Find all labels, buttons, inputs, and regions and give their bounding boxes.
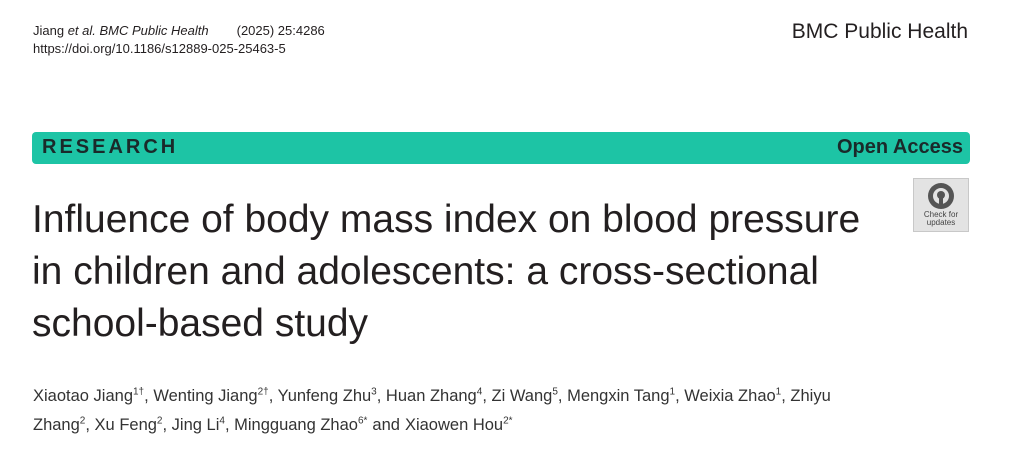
author: Xu Feng2 <box>95 416 163 434</box>
author: Xiaotao Jiang1† <box>33 387 144 405</box>
citation-line: Jiang et al. BMC Public Health (2025) 25:… <box>33 22 325 40</box>
author-name: Xiaotao Jiang <box>33 387 133 405</box>
doi: https://doi.org/10.1186/s12889-025-25463… <box>33 41 286 56</box>
author-separator: , <box>268 387 274 405</box>
badge-icon <box>928 183 954 209</box>
author-separator: , <box>376 387 382 405</box>
author-name: Jing Li <box>171 416 220 434</box>
author-separator: , <box>781 387 786 405</box>
author-affiliation: 1 <box>669 386 676 398</box>
author-name: Mengxin Tang <box>567 387 670 405</box>
author: Weixia Zhao1 <box>684 387 781 405</box>
author-affiliation: 4 <box>219 415 225 427</box>
author-affiliation: 5 <box>552 386 558 398</box>
author: Wenting Jiang2† <box>153 387 268 405</box>
author: Mingguang Zhao6* <box>234 416 367 434</box>
author-name: Zi Wang <box>491 387 553 405</box>
author-separator: , <box>162 416 168 434</box>
author: Jing Li4 <box>172 416 225 434</box>
author: Zhiyu Zhang2 <box>33 387 831 434</box>
author-separator: , <box>85 416 90 434</box>
author: Xiaowen Hou2* <box>405 416 513 434</box>
author-affiliation: 2* <box>503 415 513 427</box>
banner: RESEARCH Open Access <box>32 132 970 164</box>
author-name: Zhiyu Zhang <box>33 387 831 434</box>
author: Huan Zhang4 <box>386 387 482 405</box>
badge-text: updates <box>926 218 956 227</box>
author-separator: , <box>482 387 487 405</box>
citation: Jiang et al. BMC Public Health (2025) 25:… <box>33 22 325 58</box>
author: Zi Wang5 <box>492 387 558 405</box>
author-affiliation: 2† <box>257 386 269 398</box>
open-access: Open Access <box>837 136 963 158</box>
article-title: Influence of body mass index on blood pr… <box>32 198 861 345</box>
author-separator: , <box>224 416 230 434</box>
citation-author: Jiang <box>33 23 65 38</box>
author-name: Xiaowen Hou <box>404 416 504 434</box>
author-separator: , <box>144 387 149 405</box>
article-type: RESEARCH <box>42 136 179 158</box>
author-name: Wenting Jiang <box>153 387 258 405</box>
author-separator: , <box>557 387 563 405</box>
author-affiliation: 2 <box>156 415 163 427</box>
author-name: Mingguang Zhao <box>234 416 358 434</box>
author-name: Huan Zhang <box>385 387 477 405</box>
author-list: Xiaotao Jiang1†, Wenting Jiang2†, Yunfen… <box>33 382 873 440</box>
author-affiliation: 3 <box>371 386 377 398</box>
author-separator: , <box>675 387 680 405</box>
author-affiliation: 1 <box>775 386 782 398</box>
author: Mengxin Tang1 <box>567 387 675 405</box>
author-affiliation: 4 <box>476 386 483 398</box>
author: Yunfeng Zhu3 <box>278 387 377 405</box>
author-affiliation: 2 <box>79 415 86 427</box>
author-affiliation: 1† <box>133 386 145 398</box>
author-name: Weixia Zhao <box>684 387 776 405</box>
check-updates-badge[interactable]: Check for updates <box>913 178 969 232</box>
journal-name: BMC Public Health <box>791 20 968 43</box>
citation-volume: (2025) 25:4286 <box>236 23 325 38</box>
author-name: Yunfeng Zhu <box>277 387 372 405</box>
author-separator: and <box>372 416 400 434</box>
author-affiliation: 6* <box>357 415 368 427</box>
badge-text: Check for <box>923 210 959 219</box>
citation-journal: et al. BMC Public Health <box>67 23 209 38</box>
author-name: Xu Feng <box>94 416 157 434</box>
